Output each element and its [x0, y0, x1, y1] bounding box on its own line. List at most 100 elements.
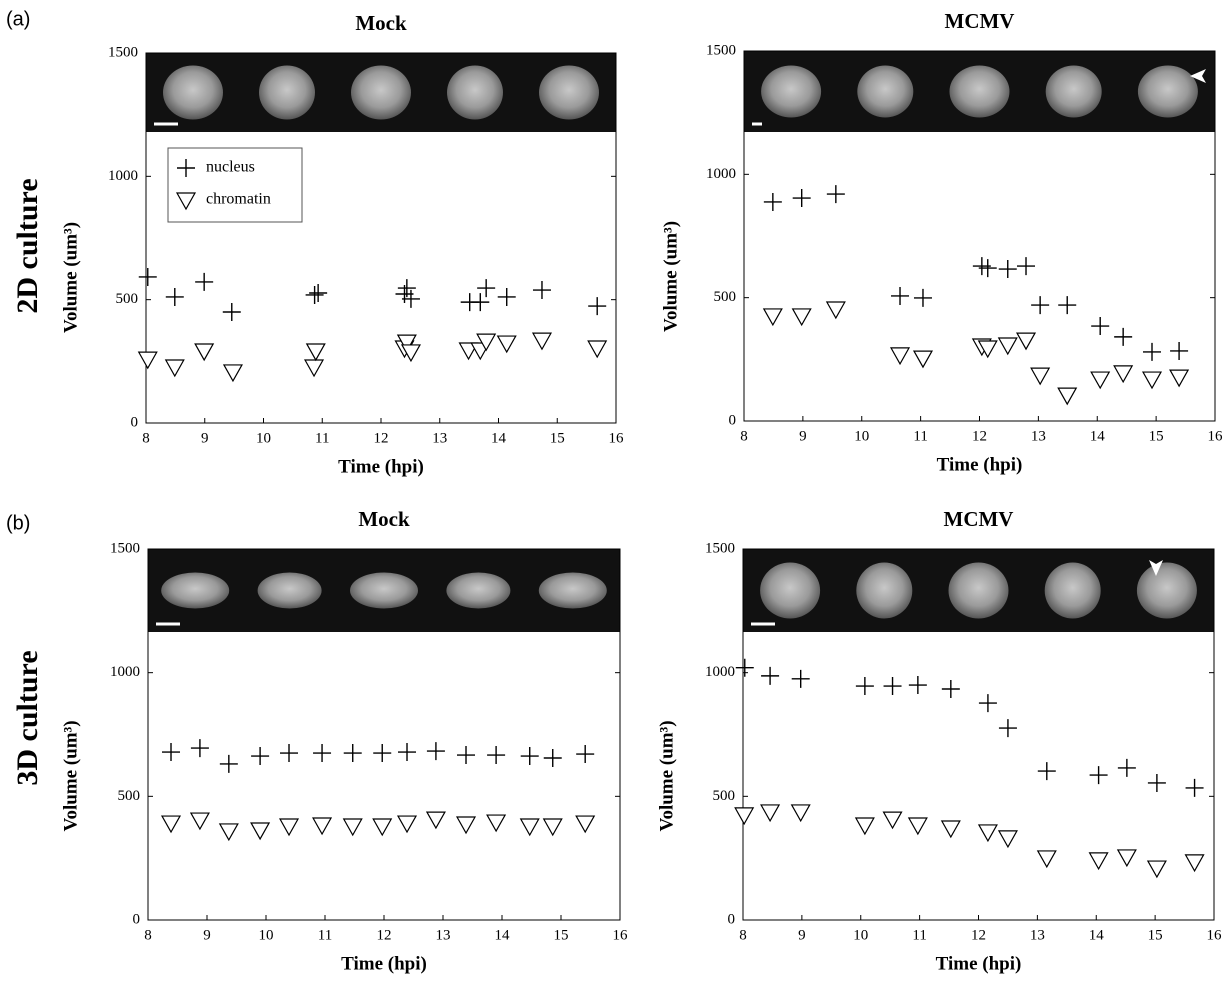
- triangle-marker: [997, 337, 1018, 356]
- y-tick-label: 1000: [705, 664, 735, 680]
- row-title: 3D culture: [11, 650, 44, 785]
- x-tick-label: 10: [853, 927, 868, 943]
- legend-label: chromatin: [206, 191, 271, 208]
- triangle-marker: [1113, 365, 1134, 384]
- y-tick-label: 0: [728, 911, 736, 927]
- x-tick-label: 13: [432, 430, 447, 446]
- triangle-marker: [312, 817, 333, 836]
- x-tick-label: 16: [1208, 428, 1224, 444]
- nucleus-image: [949, 65, 1010, 118]
- y-axis-label: Volume (um³): [656, 720, 677, 831]
- plus-marker: [792, 189, 811, 208]
- triangle-marker: [791, 308, 812, 327]
- legend-label: nucleus: [206, 159, 255, 176]
- y-axis-label: Volume (um³): [60, 222, 81, 333]
- y-tick-label: 500: [116, 291, 139, 307]
- y-tick-label: 500: [713, 788, 736, 804]
- row-title: 2D culture: [11, 178, 44, 313]
- y-tick-label: 0: [133, 911, 141, 927]
- triangle-marker: [575, 815, 596, 834]
- y-tick-label: 1000: [706, 166, 736, 182]
- x-tick-label: 13: [1030, 927, 1045, 943]
- x-tick-label: 14: [1089, 927, 1105, 943]
- plus-marker: [978, 259, 997, 278]
- plus-marker: [998, 719, 1017, 738]
- x-tick-label: 12: [971, 927, 986, 943]
- triangle-marker: [218, 823, 239, 842]
- x-tick-label: 14: [495, 927, 511, 943]
- plus-marker: [1031, 296, 1050, 315]
- x-tick-label: 16: [609, 430, 625, 446]
- x-tick-label: 16: [613, 927, 629, 943]
- plus-marker: [313, 744, 332, 763]
- triangle-marker: [164, 359, 185, 378]
- plus-marker: [1147, 773, 1166, 792]
- triangle-marker: [977, 824, 998, 843]
- plus-marker: [426, 742, 445, 761]
- plus-marker: [1037, 762, 1056, 781]
- triangle-marker: [194, 343, 215, 362]
- triangle-marker: [1146, 860, 1167, 879]
- triangle-marker: [940, 820, 961, 839]
- x-tick-label: 13: [436, 927, 451, 943]
- triangle-marker: [476, 333, 497, 352]
- y-tick-label: 1500: [108, 44, 138, 60]
- triangle-marker: [1090, 371, 1111, 390]
- plus-marker: [343, 744, 362, 763]
- triangle-marker: [396, 334, 417, 353]
- x-tick-label: 11: [318, 927, 332, 943]
- plus-marker: [1117, 758, 1136, 777]
- y-tick-label: 500: [714, 289, 737, 305]
- plus-marker: [471, 293, 490, 312]
- triangle-marker: [762, 308, 783, 327]
- plus-marker: [162, 743, 181, 762]
- nucleus-image: [447, 65, 503, 120]
- triangle-marker: [825, 301, 846, 320]
- plus-marker: [520, 747, 539, 766]
- plus-marker: [138, 267, 157, 286]
- triangle-marker: [137, 351, 158, 370]
- nucleus-image: [1044, 562, 1101, 619]
- triangle-marker: [1116, 849, 1137, 868]
- plus-marker: [576, 745, 595, 764]
- plus-marker: [219, 754, 238, 773]
- chart-title: MCMV: [945, 9, 1015, 33]
- triangle-marker: [496, 335, 517, 354]
- x-tick-label: 8: [144, 927, 152, 943]
- x-tick-label: 15: [1149, 428, 1164, 444]
- plus-marker: [1170, 341, 1189, 360]
- x-tick-label: 9: [798, 927, 806, 943]
- triangle-marker: [997, 830, 1018, 849]
- triangle-marker: [542, 818, 563, 837]
- x-tick-label: 14: [491, 430, 507, 446]
- plus-marker: [397, 279, 416, 298]
- triangle-marker: [372, 818, 393, 837]
- triangle-marker: [1036, 850, 1057, 869]
- plus-marker: [222, 303, 241, 321]
- x-tick-label: 16: [1207, 927, 1223, 943]
- arrowhead: [1190, 69, 1206, 83]
- plus-marker: [373, 744, 392, 763]
- x-tick-label: 10: [259, 927, 274, 943]
- legend-box: [167, 147, 303, 223]
- x-tick-label: 12: [972, 428, 987, 444]
- plus-marker: [1114, 327, 1133, 346]
- x-tick-label: 11: [912, 927, 926, 943]
- plus-marker: [1185, 778, 1204, 797]
- triangle-marker: [342, 818, 363, 837]
- plus-marker: [165, 287, 184, 306]
- chart-title: Mock: [355, 11, 407, 35]
- x-tick-label: 15: [550, 430, 565, 446]
- triangle-marker: [760, 804, 781, 823]
- nucleus-image: [857, 65, 914, 118]
- triangle-marker: [587, 340, 608, 359]
- plus-marker: [195, 272, 214, 291]
- triangle-marker: [455, 816, 477, 835]
- triangle-marker: [734, 807, 755, 826]
- plus-marker: [543, 748, 562, 767]
- plus-marker: [791, 669, 810, 688]
- x-tick-label: 12: [374, 430, 389, 446]
- x-axis-label: Time (hpi): [936, 953, 1022, 974]
- y-tick-label: 1500: [110, 540, 140, 556]
- triangle-marker: [486, 814, 507, 833]
